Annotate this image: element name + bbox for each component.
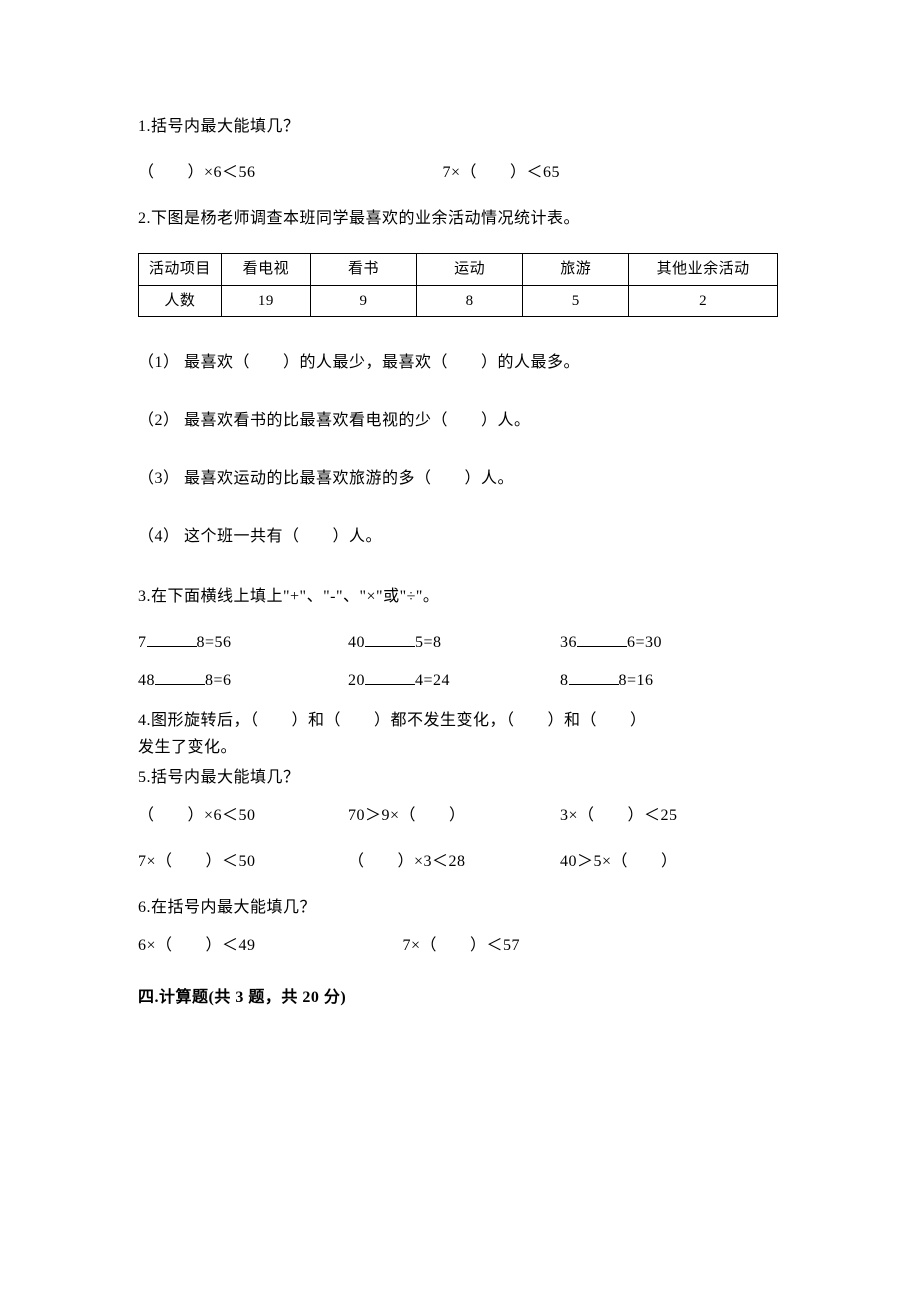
q2-sub-4: （4） 这个班一共有（ ）人。	[138, 525, 782, 549]
q2-row-label: 人数	[139, 285, 222, 317]
q2-table: 活动项目 看电视 看书 运动 旅游 其他业余活动 人数 19 9 8 5 2	[138, 253, 778, 317]
q2-th-2: 看书	[310, 254, 416, 286]
q3-row-1: 7 8=56 40 5=8 36 6=30	[138, 631, 782, 655]
q3-r2c1-b: 8=6	[205, 672, 232, 689]
q6-prompt: 6.在括号内最大能填几？	[138, 896, 782, 920]
q3-r1c3: 36 6=30	[560, 631, 770, 655]
q5-r1c1: （ ）×6＜50	[138, 804, 348, 828]
q3-r2c2-b: 4=24	[415, 672, 450, 689]
q3-r2c2: 20 4=24	[348, 669, 560, 693]
q6-exprs: 6×（ ）＜49 7×（ ）＜57	[138, 934, 782, 958]
q3-row-2: 48 8=6 20 4=24 8 8=16	[138, 669, 782, 693]
q5-prompt: 5.括号内最大能填几？	[138, 766, 782, 790]
q5-row-2: 7×（ ）＜50 （ ）×3＜28 40＞5×（ ）	[138, 850, 782, 874]
q3-r1c1: 7 8=56	[138, 631, 348, 655]
q2-val-3: 5	[523, 285, 629, 317]
q3-prompt: 3.在下面横线上填上"+"、"-"、"×"或"÷"。	[138, 585, 782, 609]
q3-r1c2: 40 5=8	[348, 631, 560, 655]
q5-r2c3: 40＞5×（ ）	[560, 850, 770, 874]
q2-val-1: 9	[310, 285, 416, 317]
fill-blank	[569, 671, 619, 685]
q2-val-4: 2	[629, 285, 778, 317]
q3-r2c1: 48 8=6	[138, 669, 348, 693]
fill-blank	[147, 633, 197, 647]
q1-expr-1: （ ）×6＜56	[138, 161, 438, 185]
q2-th-0: 活动项目	[139, 254, 222, 286]
fill-blank	[365, 633, 415, 647]
q2-table-header-row: 活动项目 看电视 看书 运动 旅游 其他业余活动	[139, 254, 778, 286]
q1-expr-2: 7×（ ）＜65	[443, 164, 561, 181]
q4-line-1: 4.图形旋转后，（ ）和（ ）都不发生变化，（ ）和（ ）	[138, 707, 782, 734]
q2-sub-2: （2） 最喜欢看书的比最喜欢看电视的少（ ）人。	[138, 409, 782, 433]
q1-exprs: （ ）×6＜56 7×（ ）＜65	[138, 161, 782, 185]
q2-val-2: 8	[417, 285, 523, 317]
q2-th-3: 运动	[417, 254, 523, 286]
q3-r1c1-a: 7	[138, 634, 147, 651]
q3-r2c1-a: 48	[138, 672, 155, 689]
q3-r2c3-b: 8=16	[619, 672, 654, 689]
q3-r1c2-a: 40	[348, 634, 365, 651]
q5-r1c2: 70＞9×（ ）	[348, 804, 560, 828]
q1-prompt: 1.括号内最大能填几？	[138, 115, 782, 139]
q2-prompt: 2.下图是杨老师调查本班同学最喜欢的业余活动情况统计表。	[138, 207, 782, 231]
fill-blank	[577, 633, 627, 647]
q3-r1c3-b: 6=30	[627, 634, 662, 651]
section-4-heading: 四.计算题(共 3 题，共 20 分)	[138, 986, 782, 1010]
q2-table-data-row: 人数 19 9 8 5 2	[139, 285, 778, 317]
q5-row-1: （ ）×6＜50 70＞9×（ ） 3×（ ）＜25	[138, 804, 782, 828]
q3-r2c2-a: 20	[348, 672, 365, 689]
fill-blank	[365, 671, 415, 685]
document-page: 1.括号内最大能填几？ （ ）×6＜56 7×（ ）＜65 2.下图是杨老师调查…	[0, 0, 920, 1302]
q3-r2c3-a: 8	[560, 672, 569, 689]
q2-sub-1: （1） 最喜欢（ ）的人最少，最喜欢（ ）的人最多。	[138, 351, 782, 375]
fill-blank	[155, 671, 205, 685]
q5-r1c3: 3×（ ）＜25	[560, 804, 770, 828]
q3-r1c3-a: 36	[560, 634, 577, 651]
q3-r2c3: 8 8=16	[560, 669, 770, 693]
q3-r1c2-b: 5=8	[415, 634, 442, 651]
q2-sub-3: （3） 最喜欢运动的比最喜欢旅游的多（ ）人。	[138, 467, 782, 491]
q5-r2c2: （ ）×3＜28	[348, 850, 560, 874]
q2-val-0: 19	[221, 285, 310, 317]
q3-r1c1-b: 8=56	[197, 634, 232, 651]
q2-th-5: 其他业余活动	[629, 254, 778, 286]
q2-th-1: 看电视	[221, 254, 310, 286]
q6-expr-2: 7×（ ）＜57	[403, 937, 521, 954]
q5-r2c1: 7×（ ）＜50	[138, 850, 348, 874]
q2-th-4: 旅游	[523, 254, 629, 286]
q4-line-2: 发生了变化。	[138, 736, 782, 760]
q6-expr-1: 6×（ ）＜49	[138, 934, 398, 958]
